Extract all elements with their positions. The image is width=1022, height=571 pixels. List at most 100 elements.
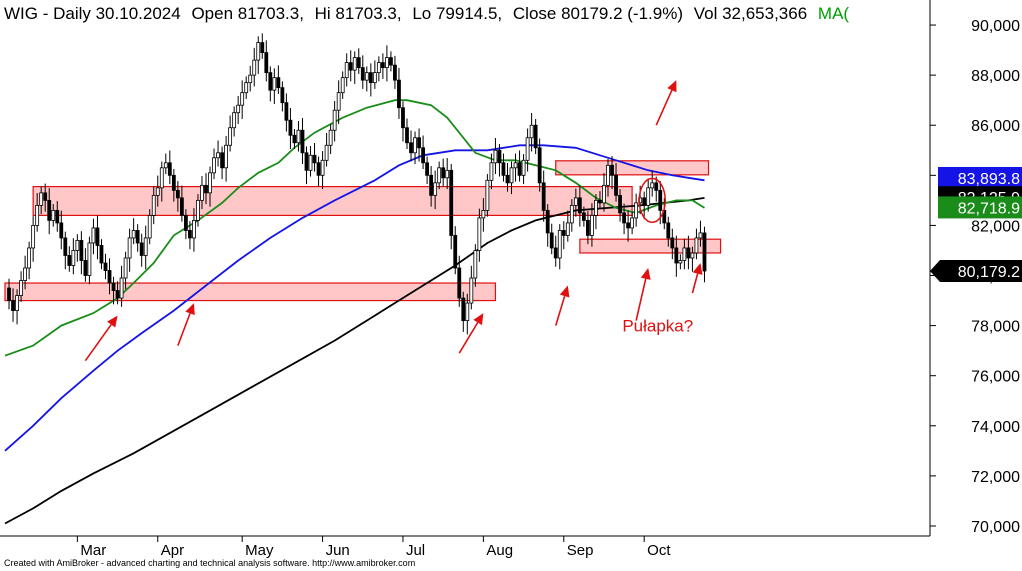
- candle-body: [336, 92, 341, 111]
- candle-body: [397, 79, 401, 109]
- candle-body: [236, 104, 241, 114]
- candle-body: [573, 197, 578, 206]
- candle-body: [171, 174, 176, 191]
- candle-body: [686, 247, 691, 259]
- candle-body: [63, 237, 68, 256]
- x-tick-label: Aug: [486, 542, 513, 559]
- candle-body: [35, 204, 40, 226]
- candle-body: [151, 194, 156, 216]
- candle-body: [300, 129, 305, 154]
- candle-body: [529, 124, 534, 139]
- candle-body: [437, 167, 442, 184]
- candle-body: [23, 267, 28, 281]
- candle-body: [212, 157, 216, 174]
- candle-body: [175, 189, 180, 199]
- x-tick-label: Jul: [406, 542, 425, 559]
- arrow-head: [185, 303, 195, 316]
- candle-body: [513, 162, 518, 169]
- candle-body: [384, 57, 389, 69]
- candle-body: [521, 159, 526, 176]
- candle-body: [598, 199, 602, 204]
- candle-body: [220, 152, 224, 169]
- candle-body: [91, 227, 96, 244]
- price-badges: 83,893.883,125.982,718.980,179.2: [930, 166, 1022, 283]
- candle-body: [694, 237, 699, 254]
- arrow-shaft: [655, 89, 673, 126]
- candle-body: [179, 197, 184, 216]
- candle-body: [352, 57, 357, 71]
- candle-body: [192, 220, 196, 239]
- candle-body: [549, 232, 554, 249]
- arrow-head: [667, 80, 677, 93]
- candle-body: [15, 295, 19, 311]
- arrow-head: [692, 262, 703, 275]
- footer-credit: Created with AmiBroker - advanced charti…: [4, 558, 415, 568]
- candle-body: [702, 232, 707, 272]
- arrow-shaft: [635, 278, 647, 321]
- candle-body: [581, 212, 586, 221]
- candle-body: [364, 72, 369, 81]
- candle-body: [107, 270, 112, 284]
- candle-body: [87, 242, 92, 276]
- ma-value-badge: [938, 166, 1022, 189]
- candle-body: [7, 287, 11, 301]
- y-tick-label: 88,000: [971, 68, 1020, 85]
- last-price-badge: [930, 260, 1022, 283]
- candle-body: [389, 57, 393, 66]
- candle-body: [256, 42, 261, 61]
- candle-body: [678, 260, 683, 264]
- candle-body: [473, 250, 478, 279]
- candle-body: [224, 144, 229, 169]
- badge-value: 82,718.9: [958, 200, 1020, 217]
- candle-body: [135, 230, 140, 244]
- candle-body: [284, 102, 289, 121]
- candle-body: [368, 72, 373, 84]
- ma-value-badge: [938, 196, 1022, 219]
- y-tick-label: 70,000: [971, 519, 1020, 536]
- arrow-head: [473, 313, 484, 326]
- candle-body: [111, 282, 116, 291]
- y-tick-label: 74,000: [971, 419, 1020, 436]
- candle-body: [131, 230, 136, 239]
- candle-body: [67, 255, 72, 266]
- candle-body: [682, 247, 687, 261]
- arrow-head: [640, 268, 651, 280]
- title-ma: MA(: [818, 4, 850, 23]
- candle-body: [457, 267, 462, 299]
- candle-body: [324, 144, 329, 161]
- y-tick-label: 82,000: [971, 218, 1020, 235]
- candle-body: [602, 184, 606, 204]
- candle-body: [316, 162, 321, 176]
- candle-body: [356, 57, 361, 69]
- candle-body: [244, 82, 249, 94]
- candle-body: [634, 202, 639, 219]
- candle-body: [143, 237, 148, 256]
- candle-body: [11, 300, 15, 311]
- candle-body: [569, 204, 574, 224]
- candle-body: [27, 247, 32, 269]
- title-volume: Vol 32,653,366: [694, 4, 807, 23]
- candle-body: [545, 209, 550, 234]
- candle-body: [646, 187, 651, 206]
- badge-value: 80,179.2: [958, 264, 1020, 281]
- y-tick-label: 78,000: [971, 319, 1020, 336]
- candle-body: [163, 162, 168, 169]
- candle-body: [312, 154, 317, 164]
- candle-body: [674, 247, 679, 264]
- x-tick-label: Apr: [161, 542, 184, 559]
- arrow-shaft: [84, 324, 112, 362]
- candle-body: [159, 167, 164, 189]
- candle-body: [376, 62, 381, 74]
- title-low: Lo 79914.5,: [412, 4, 502, 23]
- candle-body: [670, 237, 675, 249]
- candle-body: [183, 215, 188, 231]
- candle-body: [405, 127, 409, 144]
- candle-body: [417, 137, 421, 149]
- candle-body: [577, 197, 582, 214]
- candle-body: [449, 169, 454, 236]
- arrow-shaft: [554, 295, 566, 326]
- x-tick-label: May: [245, 542, 274, 559]
- y-tick-label: 76,000: [971, 369, 1020, 386]
- x-tick-label: Sep: [567, 542, 594, 559]
